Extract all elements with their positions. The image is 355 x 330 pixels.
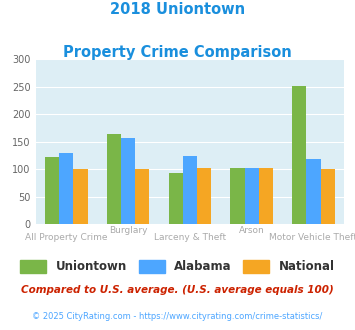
Text: © 2025 CityRating.com - https://www.cityrating.com/crime-statistics/: © 2025 CityRating.com - https://www.city… [32,312,323,321]
Text: Larceny & Theft: Larceny & Theft [154,233,226,242]
Text: Motor Vehicle Theft: Motor Vehicle Theft [269,233,355,242]
Text: Compared to U.S. average. (U.S. average equals 100): Compared to U.S. average. (U.S. average … [21,285,334,295]
Text: Burglary: Burglary [109,226,147,235]
Bar [45,157,59,224]
Legend: Uniontown, Alabama, National: Uniontown, Alabama, National [15,255,340,278]
Bar [59,153,73,224]
Text: All Property Crime: All Property Crime [25,233,108,242]
Text: 2018 Uniontown: 2018 Uniontown [110,2,245,16]
Bar [306,159,321,224]
Bar [107,134,121,224]
Bar [121,138,135,224]
Bar [245,168,259,224]
Bar [183,156,197,224]
Bar [259,168,273,224]
Text: Property Crime Comparison: Property Crime Comparison [63,45,292,59]
Bar [135,169,149,224]
Text: Arson: Arson [239,226,264,235]
Bar [197,168,211,224]
Bar [230,168,245,224]
Bar [321,169,335,224]
Bar [292,86,306,224]
Bar [73,169,88,224]
Bar [169,173,183,224]
